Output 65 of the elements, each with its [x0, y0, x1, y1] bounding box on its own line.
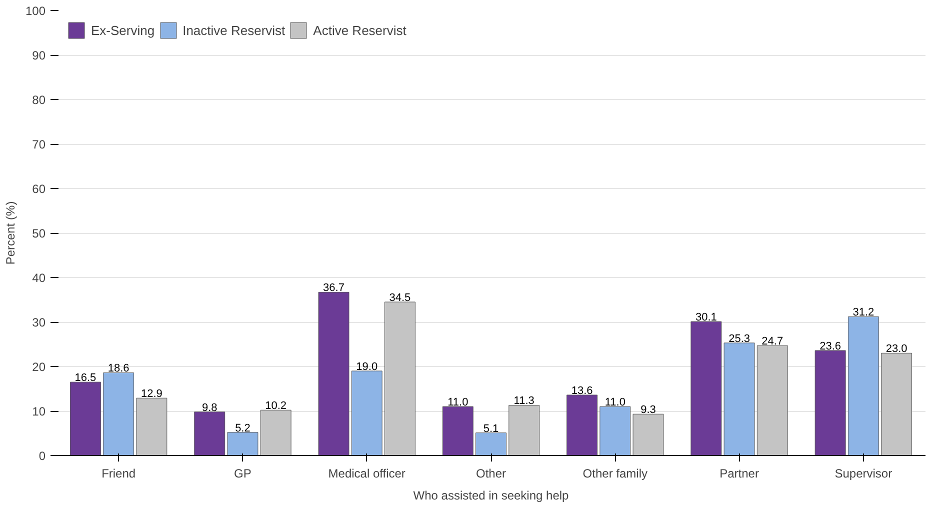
- bar: [351, 370, 382, 456]
- data-label: 5.1: [483, 422, 499, 435]
- x-tick-label: Other family: [582, 466, 648, 480]
- bar: [724, 342, 755, 456]
- bar: [70, 382, 101, 456]
- data-label: 34.5: [389, 292, 411, 304]
- y-tick-label: 30: [32, 316, 46, 330]
- bar: [756, 345, 788, 456]
- bar: [632, 414, 664, 456]
- x-tick-label: Other: [476, 466, 506, 480]
- y-axis-title: Percent (%): [3, 201, 18, 265]
- bar: [476, 432, 506, 456]
- x-axis-title: Who assisted in seeking help: [413, 488, 570, 502]
- data-label: 23.0: [886, 343, 908, 356]
- bar: [136, 398, 168, 456]
- data-label: 19.0: [356, 360, 378, 373]
- data-label: 5.2: [235, 422, 250, 434]
- bar: [814, 350, 846, 456]
- bar: [881, 352, 912, 456]
- y-tick-label: 70: [32, 138, 46, 152]
- data-label: 13.6: [571, 384, 593, 397]
- data-label: 16.5: [74, 372, 96, 384]
- y-tick-label: 0: [38, 449, 46, 463]
- data-label: 36.7: [323, 282, 344, 294]
- bar: [384, 302, 416, 456]
- x-tick-label: Partner: [720, 466, 759, 480]
- data-label: 23.6: [820, 340, 842, 352]
- bar: [442, 406, 474, 456]
- bar: [600, 406, 631, 456]
- data-label: 11.0: [604, 396, 626, 409]
- legend-label: Active Reservist: [313, 22, 406, 38]
- data-label: 25.3: [728, 332, 750, 345]
- bar: [508, 404, 540, 456]
- y-tick-label: 60: [32, 182, 46, 196]
- x-tick-label: GP: [234, 466, 252, 480]
- data-label: 24.7: [762, 336, 784, 348]
- y-tick-label: 50: [32, 226, 46, 240]
- bar: [260, 410, 292, 456]
- data-label: 30.1: [695, 312, 717, 324]
- bar: [103, 372, 134, 456]
- y-tick-label: 40: [32, 271, 46, 285]
- x-tick-label: Friend: [102, 466, 136, 480]
- bar: [566, 394, 598, 456]
- data-label: 11.0: [448, 396, 468, 409]
- y-tick-label: 100: [25, 4, 46, 18]
- data-label: 31.2: [852, 306, 874, 319]
- data-label: 10.2: [265, 400, 287, 412]
- y-tick-label: 20: [32, 360, 46, 374]
- bar: [227, 432, 258, 456]
- bar: [690, 321, 722, 456]
- legend-label: Inactive Reservist: [182, 22, 286, 38]
- data-label: 12.9: [140, 388, 162, 400]
- legend-label: Ex-Serving: [91, 22, 155, 38]
- y-tick-label: 90: [32, 48, 46, 62]
- bar: [318, 292, 350, 456]
- data-label: 11.3: [514, 395, 534, 408]
- data-label: 9.8: [202, 402, 218, 414]
- x-tick-label: Supervisor: [834, 466, 892, 480]
- bar: [194, 412, 226, 456]
- bar: [848, 316, 879, 456]
- data-label: 18.6: [108, 362, 130, 375]
- y-tick-label: 10: [32, 404, 46, 418]
- x-tick-label: Medical officer: [328, 466, 406, 480]
- data-label: 9.3: [640, 404, 656, 416]
- y-tick-label: 80: [32, 93, 46, 107]
